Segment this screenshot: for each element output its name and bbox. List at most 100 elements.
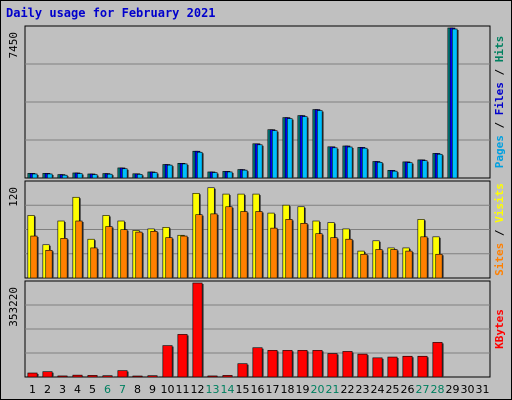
bar-visits-sites-day-7 [120,229,128,279]
bar-visits-sites-day-2 [45,249,53,279]
bar-visits-sites-day-22 [345,238,353,279]
bar-visits-sites-day-26 [405,250,413,279]
bar-kbytes-kbytes-day-18 [282,350,293,378]
x-tick-label-19: 19 [296,383,310,396]
bar-visits-sites-day-18 [285,219,293,279]
x-tick-label-12: 12 [191,383,205,396]
bar-kbytes-kbytes-day-27 [417,355,428,378]
x-tick-label-20: 20 [311,383,325,396]
bar-visits-sites-day-10 [165,237,173,279]
bar-kbytes-kbytes-day-2 [42,371,53,378]
bar-hits-pages-day-8 [136,174,143,179]
bar-hits-pages-day-20 [316,110,323,179]
x-tick-label-6: 6 [104,383,111,396]
bar-kbytes-kbytes-day-17 [267,350,278,378]
bar-kbytes-kbytes-day-9 [147,375,158,378]
bar-hits-pages-day-29 [451,28,458,179]
bar-hits-pages-day-6 [106,173,113,179]
bar-kbytes-kbytes-day-7 [117,370,128,378]
legend-part: KBytes [493,309,506,349]
bar-hits-pages-day-10 [166,164,173,179]
bar-hits-pages-day-27 [421,160,428,179]
x-tick-label-7: 7 [119,383,126,396]
bar-visits-sites-day-19 [300,223,308,279]
panel-hits-legend-label: Pages / Files / Hits [493,36,506,169]
bar-kbytes-kbytes-day-28 [432,342,443,378]
bar-visits-sites-day-17 [270,227,278,279]
bar-hits-pages-day-28 [436,153,443,179]
chart-title: Daily usage for February 2021 [6,6,216,20]
bar-hits-pages-day-11 [181,163,188,179]
bar-hits-pages-day-22 [346,146,353,179]
x-tick-label-4: 4 [74,383,81,396]
bar-kbytes-kbytes-day-19 [297,350,308,378]
bar-visits-sites-day-24 [375,249,383,279]
bar-kbytes-kbytes-day-6 [102,375,113,378]
x-tick-label-11: 11 [176,383,190,396]
x-tick-label-22: 22 [341,383,355,396]
bar-kbytes-kbytes-day-23 [357,353,368,378]
bar-kbytes-kbytes-day-5 [87,375,98,378]
bar-visits-sites-day-25 [390,249,398,279]
legend-part: / [493,115,506,135]
bar-visits-sites-day-11 [180,235,188,279]
bar-hits-pages-day-19 [301,116,308,179]
bar-kbytes-kbytes-day-11 [177,334,188,378]
x-tick-label-10: 10 [161,383,175,396]
bar-hits-pages-day-7 [121,168,128,179]
bar-kbytes-kbytes-day-8 [132,375,143,378]
bar-kbytes-kbytes-day-4 [72,374,83,378]
bar-visits-sites-day-1 [30,235,38,279]
x-tick-label-23: 23 [356,383,370,396]
bar-visits-sites-day-3 [60,238,68,279]
x-tick-label-24: 24 [371,383,385,396]
legend-part: Pages [493,135,506,168]
x-tick-label-29: 29 [446,383,460,396]
x-tick-label-14: 14 [221,383,235,396]
bar-kbytes-kbytes-day-14 [222,375,233,378]
bar-visits-sites-day-21 [330,237,338,279]
bar-visits-sites-day-16 [255,211,263,279]
x-tick-label-26: 26 [401,383,415,396]
legend-part: Files [493,82,506,115]
bar-hits-pages-day-12 [196,151,203,179]
panel-hits-ymax-label: 7450 [7,32,20,59]
panel-visits-ymax-label: 120 [7,187,20,207]
bar-visits-sites-day-5 [90,247,98,279]
bar-visits-sites-day-12 [195,214,203,279]
bar-kbytes-kbytes-day-21 [327,353,338,378]
bar-hits-pages-day-15 [241,169,248,179]
bar-kbytes-kbytes-day-25 [387,356,398,378]
bar-hits-pages-day-24 [376,161,383,179]
bar-kbytes-kbytes-day-16 [252,347,263,378]
bar-visits-sites-day-20 [315,233,323,279]
bar-hits-pages-day-4 [76,173,83,179]
x-tick-label-9: 9 [149,383,156,396]
bar-visits-sites-day-27 [420,236,428,279]
bar-visits-sites-day-6 [105,226,113,279]
bar-kbytes-kbytes-day-26 [402,355,413,378]
x-tick-label-28: 28 [431,383,445,396]
bar-visits-sites-day-8 [135,231,143,279]
bar-hits-pages-day-16 [256,144,263,179]
bar-visits-sites-day-4 [75,220,83,279]
bar-hits-pages-day-14 [226,171,233,179]
x-tick-label-31: 31 [476,383,490,396]
x-tick-label-13: 13 [206,383,220,396]
legend-part: / [493,223,506,243]
bar-hits-pages-day-26 [406,162,413,179]
bar-visits-sites-day-15 [240,211,248,279]
bar-visits-sites-day-9 [150,230,158,279]
bar-hits-pages-day-17 [271,130,278,179]
x-tick-label-27: 27 [416,383,430,396]
bar-hits-pages-day-23 [361,147,368,179]
x-tick-label-15: 15 [236,383,250,396]
legend-part: Sites [493,243,506,276]
legend-part: / [493,62,506,82]
legend-part: Hits [493,36,506,63]
bar-hits-pages-day-5 [91,174,98,179]
bar-hits-pages-day-25 [391,170,398,179]
bar-kbytes-kbytes-day-20 [312,350,323,378]
bar-kbytes-kbytes-day-12 [192,282,203,378]
bar-hits-pages-day-13 [211,172,218,179]
